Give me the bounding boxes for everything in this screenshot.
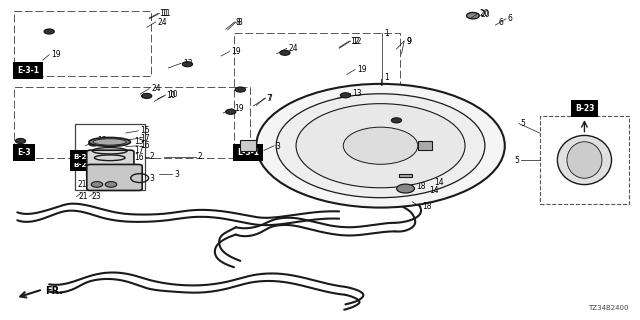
Text: 18: 18 — [416, 182, 425, 191]
Text: 21: 21 — [79, 192, 88, 201]
Bar — [418, 141, 432, 150]
Circle shape — [467, 12, 479, 19]
Text: 7: 7 — [266, 94, 271, 103]
Ellipse shape — [557, 135, 612, 185]
Bar — [75, 124, 145, 190]
Text: 4: 4 — [434, 135, 438, 144]
Bar — [14, 87, 250, 158]
Text: B-25-11: B-25-11 — [74, 154, 105, 160]
Circle shape — [226, 109, 236, 114]
Text: FR.: FR. — [45, 286, 63, 296]
Text: B-25-10: B-25-10 — [74, 162, 105, 168]
Text: 13: 13 — [183, 59, 193, 68]
Circle shape — [141, 93, 152, 99]
Circle shape — [343, 127, 418, 164]
Ellipse shape — [93, 139, 126, 145]
Circle shape — [256, 84, 505, 208]
Text: 5: 5 — [515, 156, 520, 164]
Text: 24: 24 — [157, 18, 167, 27]
Text: 16: 16 — [140, 141, 150, 150]
Ellipse shape — [89, 138, 131, 146]
Text: 23: 23 — [92, 192, 101, 201]
Text: 16: 16 — [134, 153, 143, 162]
Text: 3: 3 — [275, 142, 280, 151]
Circle shape — [92, 181, 102, 187]
Circle shape — [280, 50, 290, 55]
Text: 1: 1 — [385, 28, 389, 38]
Text: 4: 4 — [433, 129, 438, 138]
Bar — [14, 11, 151, 76]
Text: 14: 14 — [434, 178, 444, 187]
Text: 14: 14 — [429, 186, 438, 195]
Circle shape — [89, 141, 99, 146]
Text: 8: 8 — [236, 18, 241, 27]
Text: 19: 19 — [234, 104, 244, 113]
FancyBboxPatch shape — [87, 150, 134, 178]
FancyBboxPatch shape — [87, 164, 142, 190]
Ellipse shape — [337, 101, 342, 109]
Text: 22: 22 — [434, 140, 444, 148]
Circle shape — [296, 104, 465, 188]
Circle shape — [236, 87, 246, 92]
Text: 23: 23 — [118, 180, 127, 189]
Circle shape — [276, 94, 485, 198]
Ellipse shape — [567, 142, 602, 178]
Text: 8: 8 — [238, 18, 243, 27]
Text: 9: 9 — [406, 36, 411, 45]
Text: 15: 15 — [134, 137, 143, 147]
Text: 10: 10 — [168, 91, 177, 100]
Text: 5: 5 — [521, 119, 525, 128]
Bar — [234, 33, 399, 158]
Text: 1: 1 — [384, 73, 388, 82]
Text: 19: 19 — [232, 47, 241, 56]
Text: 20: 20 — [480, 9, 490, 18]
Text: 11: 11 — [161, 9, 171, 18]
Circle shape — [182, 62, 193, 67]
Circle shape — [392, 118, 401, 123]
Circle shape — [105, 181, 116, 187]
Text: 24: 24 — [289, 44, 298, 53]
Bar — [241, 140, 256, 151]
Text: TZ34B2400: TZ34B2400 — [589, 305, 629, 311]
Text: E-3-1: E-3-1 — [17, 66, 39, 75]
Text: 17: 17 — [140, 134, 150, 143]
Circle shape — [340, 93, 351, 98]
Text: B-23: B-23 — [575, 104, 594, 113]
Circle shape — [15, 139, 26, 143]
Text: 20: 20 — [481, 10, 490, 19]
Text: 11: 11 — [159, 9, 169, 18]
Text: 7: 7 — [268, 94, 273, 103]
Text: 9: 9 — [406, 36, 411, 45]
Text: 6: 6 — [508, 14, 513, 23]
Text: 12: 12 — [353, 36, 362, 45]
Text: E-3: E-3 — [17, 148, 31, 157]
Text: 19: 19 — [51, 50, 61, 59]
Text: 12: 12 — [351, 36, 360, 45]
Text: 18: 18 — [422, 203, 432, 212]
Text: 15: 15 — [140, 126, 150, 135]
Bar — [540, 116, 629, 204]
Text: 2: 2 — [198, 152, 202, 161]
Text: 3: 3 — [174, 170, 179, 179]
Circle shape — [397, 184, 415, 193]
Text: 19: 19 — [357, 65, 367, 74]
Text: E-3-1: E-3-1 — [237, 148, 259, 157]
Text: 19: 19 — [397, 141, 407, 150]
Text: 2: 2 — [150, 152, 155, 161]
Bar — [399, 174, 412, 178]
Text: 24: 24 — [151, 84, 161, 93]
Text: 6: 6 — [499, 18, 503, 27]
Text: 13: 13 — [98, 136, 108, 146]
Text: 13: 13 — [353, 89, 362, 98]
Text: 10: 10 — [166, 92, 175, 100]
Text: 17: 17 — [134, 146, 143, 155]
Text: 3: 3 — [150, 173, 155, 183]
Text: 22: 22 — [416, 129, 426, 138]
Text: 21: 21 — [78, 180, 88, 189]
Circle shape — [44, 29, 54, 34]
